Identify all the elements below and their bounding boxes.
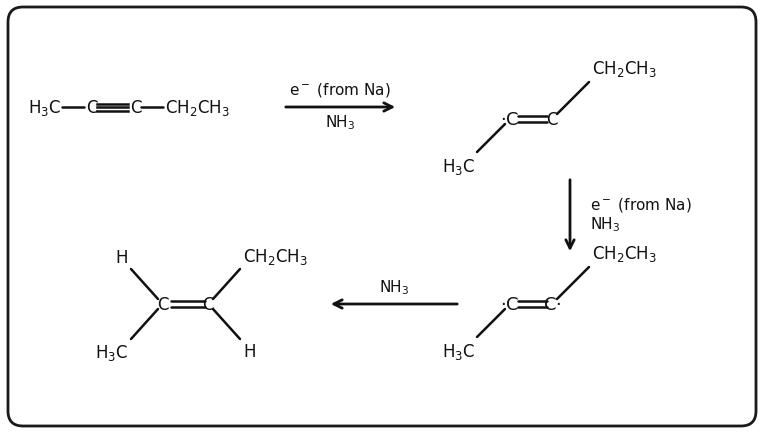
Text: H: H	[243, 342, 255, 360]
Text: H: H	[115, 248, 128, 266]
Text: H$_3$C: H$_3$C	[95, 342, 128, 362]
Text: e$^-$ (from Na): e$^-$ (from Na)	[590, 196, 692, 214]
Text: $\cdot$C: $\cdot$C	[500, 295, 520, 313]
Text: C: C	[86, 99, 98, 117]
Text: CH$_2$CH$_3$: CH$_2$CH$_3$	[243, 247, 308, 266]
Text: C: C	[202, 295, 214, 313]
Text: C: C	[157, 295, 169, 313]
Text: e$^-$ (from Na): e$^-$ (from Na)	[289, 81, 391, 99]
Text: CH$_2$CH$_3$: CH$_2$CH$_3$	[592, 59, 657, 79]
Text: C: C	[546, 111, 558, 129]
Text: H$_3$C: H$_3$C	[28, 98, 61, 118]
Text: C: C	[130, 99, 141, 117]
Text: CH$_2$CH$_3$: CH$_2$CH$_3$	[165, 98, 230, 118]
FancyBboxPatch shape	[8, 8, 756, 426]
Text: H$_3$C: H$_3$C	[442, 157, 475, 177]
Text: NH$_3$: NH$_3$	[590, 215, 620, 234]
Text: $\cdot$C: $\cdot$C	[500, 111, 520, 129]
Text: NH$_3$: NH$_3$	[325, 113, 355, 132]
Text: C$\cdot$: C$\cdot$	[543, 295, 562, 313]
Text: CH$_2$CH$_3$: CH$_2$CH$_3$	[592, 243, 657, 263]
Text: NH$_3$: NH$_3$	[379, 278, 410, 297]
Text: H$_3$C: H$_3$C	[442, 341, 475, 361]
